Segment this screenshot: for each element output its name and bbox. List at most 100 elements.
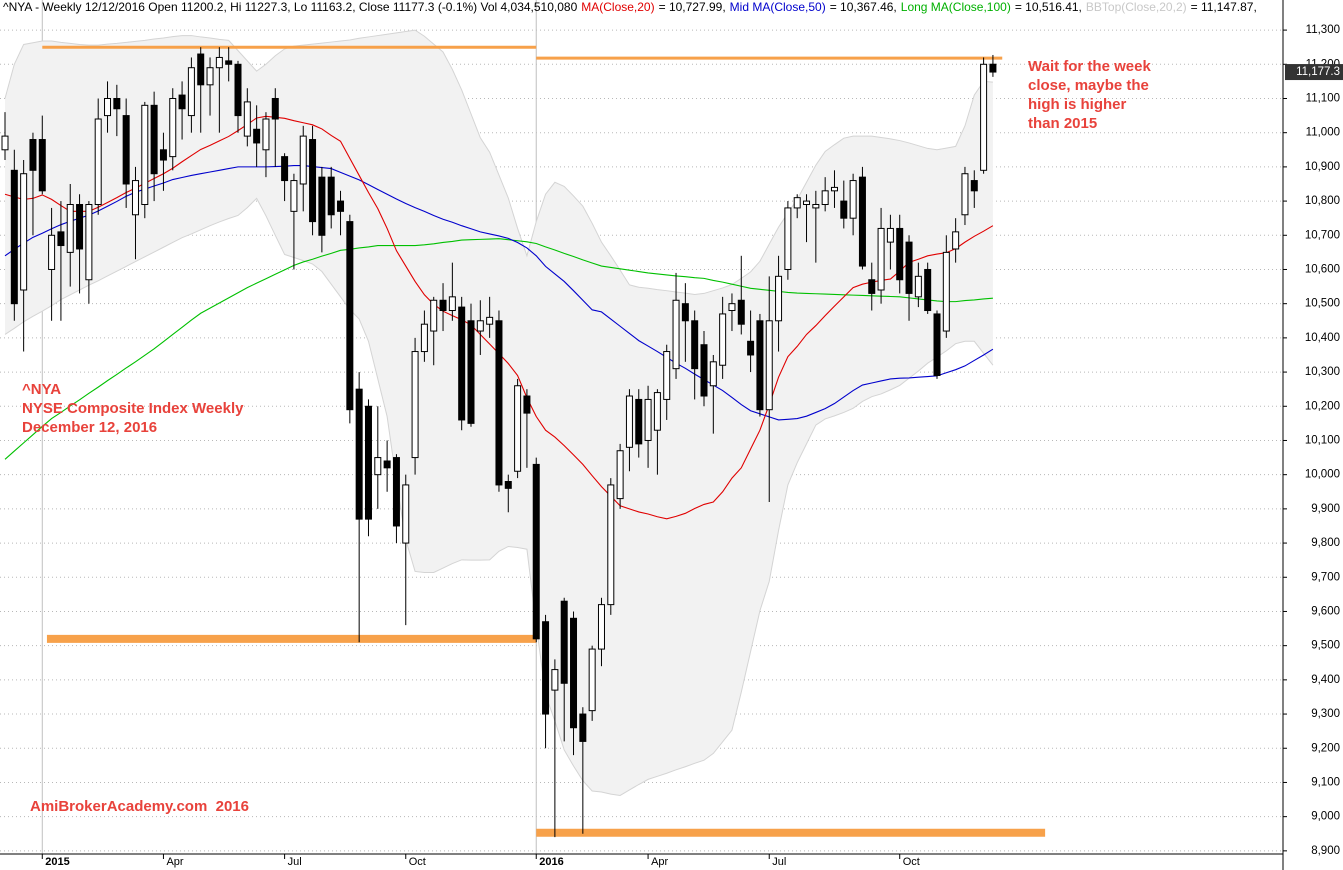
candle-body <box>803 200 811 206</box>
candle-body <box>728 303 736 312</box>
candle-body <box>793 197 801 209</box>
candle-body <box>830 186 838 192</box>
y-tick-label: 9,000 <box>1311 811 1340 823</box>
annotation-line: ^NYA <box>22 381 61 398</box>
candle-body <box>253 128 261 144</box>
y-tick-label: 10,000 <box>1305 469 1340 481</box>
candle-body <box>243 101 251 137</box>
header-segment: = 11,147.87, <box>1191 0 1257 14</box>
candle-body <box>169 97 177 158</box>
candle-body <box>905 241 913 294</box>
last-price-box <box>1285 64 1343 81</box>
candle-body <box>495 320 503 486</box>
candle-body <box>29 139 37 171</box>
candle-body <box>924 268 932 312</box>
candle-body <box>383 460 391 469</box>
candle-body <box>346 221 354 411</box>
candle-body <box>486 316 494 325</box>
candle-body <box>579 713 587 742</box>
y-tick-label: 10,500 <box>1305 298 1340 310</box>
header: ^NYA - Weekly 12/12/2016 Open 11200.2, H… <box>3 0 1257 14</box>
candle-body <box>970 180 978 192</box>
annotation: Wait for the week close, maybe the high … <box>1028 58 1151 132</box>
candle-body <box>700 344 708 397</box>
candle-body <box>85 204 93 281</box>
candle-body <box>476 320 484 332</box>
candle-body <box>523 395 531 414</box>
candle-body <box>570 617 578 729</box>
candle-body <box>309 139 317 223</box>
candle-body <box>914 275 922 298</box>
x-tick-label: Jul <box>772 856 786 868</box>
header-segment: = 10,516.41, <box>1015 0 1082 14</box>
candle-body <box>197 53 205 86</box>
y-tick-label: 10,600 <box>1305 264 1340 276</box>
candle-body <box>159 149 167 161</box>
x-tick-label: Apr <box>166 856 183 868</box>
last-price-label: 11,177.3 <box>1296 66 1340 78</box>
candle-body <box>122 115 130 185</box>
candle-body <box>374 457 382 476</box>
annotation-line: AmiBrokerAcademy.com 2016 <box>30 798 249 815</box>
candle-body <box>355 388 363 520</box>
candle-body <box>858 176 866 267</box>
candle-body <box>234 63 242 117</box>
candle-body <box>141 104 149 206</box>
y-tick-label: 9,100 <box>1311 776 1340 788</box>
candle-body <box>76 204 84 250</box>
y-tick-label: 10,100 <box>1305 435 1340 447</box>
candle-body <box>821 190 829 206</box>
candle-body <box>625 395 633 448</box>
candle-body <box>430 299 438 332</box>
candle-body <box>131 180 139 216</box>
annotation: AmiBrokerAcademy.com 2016 <box>30 798 249 815</box>
annotation-line: than 2015 <box>1028 115 1097 132</box>
y-tick-label: 9,800 <box>1311 537 1340 549</box>
candle-body <box>299 135 307 185</box>
candle-body <box>290 180 298 212</box>
header-segment: = 10,727.99, <box>659 0 726 14</box>
y-tick-label: 10,400 <box>1305 332 1340 344</box>
candle-body <box>644 398 652 441</box>
candle-body <box>467 320 475 424</box>
header-segment: ^NYA - Weekly 12/12/2016 Open 11200.2, H… <box>3 0 578 14</box>
candle-body <box>178 94 186 110</box>
annotation-line: high is higher <box>1028 96 1126 113</box>
y-tick-label: 10,700 <box>1305 229 1340 241</box>
candle-body <box>933 313 941 376</box>
candle-body <box>206 67 214 86</box>
candle-body <box>989 63 997 73</box>
candle-body <box>812 204 820 209</box>
annotation-line: December 12, 2016 <box>22 419 157 436</box>
annotation-line: close, maybe the <box>1028 77 1149 94</box>
candle-body <box>942 251 950 332</box>
header-segment: = 10,367.46, <box>830 0 897 14</box>
level-layer <box>42 45 1046 837</box>
candle-body <box>48 234 56 270</box>
candle-layer <box>1 47 997 838</box>
candle-body <box>886 227 894 243</box>
annotation-line: Wait for the week <box>1028 58 1151 75</box>
candle-body <box>504 481 512 489</box>
candle-body <box>94 118 102 206</box>
x-tick-label: Apr <box>651 856 668 868</box>
header-segment: Long MA(Close,100) <box>901 0 1011 14</box>
candle-body <box>775 275 783 322</box>
candle-body <box>20 173 28 291</box>
y-tick-label: 10,800 <box>1305 195 1340 207</box>
candle-body <box>737 299 745 325</box>
candle-body <box>262 118 270 151</box>
candle-body <box>597 604 605 650</box>
candle-body <box>840 200 848 219</box>
candle-body <box>952 231 960 250</box>
candle-body <box>560 600 568 684</box>
annotation: ^NYA NYSE Composite Index Weekly Decembe… <box>22 381 244 436</box>
ma-line <box>4 238 993 460</box>
y-tick-label: 10,300 <box>1305 366 1340 378</box>
y-tick-label: 10,200 <box>1305 400 1340 412</box>
x-tick-label: 2016 <box>539 856 563 868</box>
candle-body <box>961 173 969 216</box>
y-tick-label: 9,900 <box>1311 503 1340 515</box>
candle-body <box>756 320 764 411</box>
